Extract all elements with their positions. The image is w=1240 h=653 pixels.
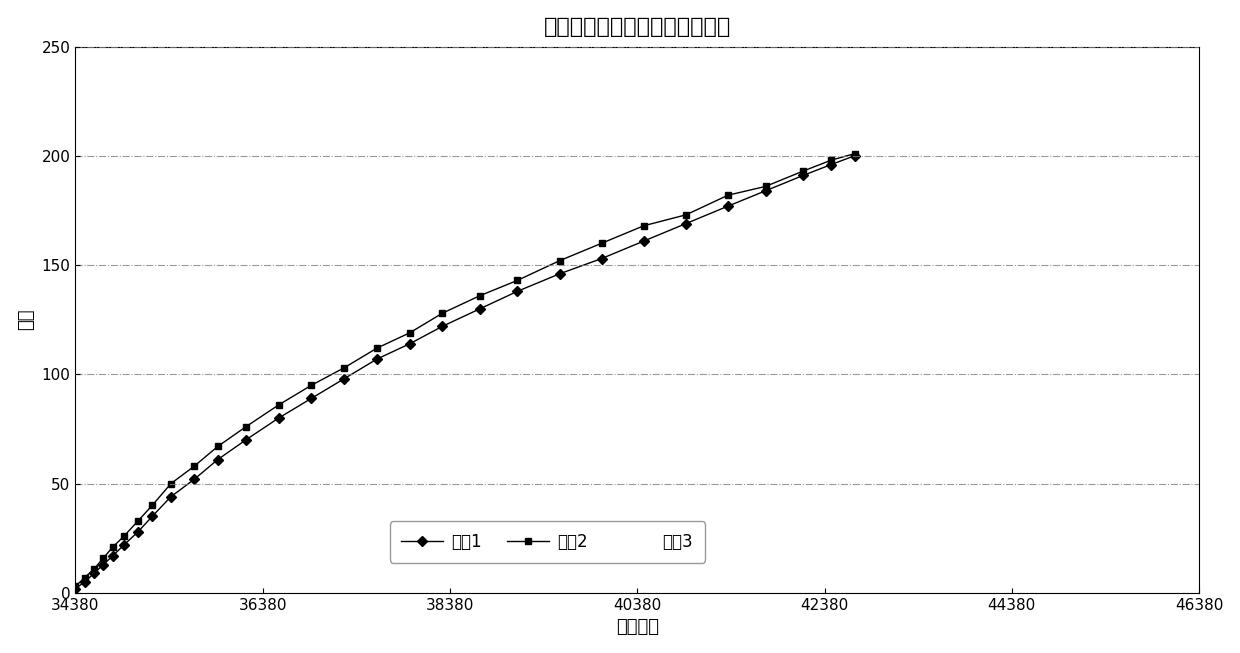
系列2 — [758, 182, 773, 190]
系列2 — [130, 517, 145, 525]
系列2 — [95, 554, 110, 562]
系列2 — [720, 191, 735, 199]
系列1 — [510, 287, 525, 295]
系列1 — [117, 541, 131, 549]
系列2 — [552, 257, 567, 264]
X-axis label: 压力计数: 压力计数 — [616, 618, 658, 636]
系列1 — [130, 528, 145, 535]
系列1 — [435, 323, 450, 330]
系列2 — [847, 150, 862, 157]
系列2 — [211, 443, 226, 451]
系列1 — [594, 255, 609, 263]
系列1 — [211, 456, 226, 464]
系列1 — [823, 161, 838, 168]
系列2 — [68, 582, 83, 590]
系列2 — [796, 167, 811, 175]
Y-axis label: 流量: 流量 — [16, 309, 35, 330]
系列1 — [720, 202, 735, 210]
系列1 — [304, 394, 319, 402]
系列2 — [435, 310, 450, 317]
系列2 — [370, 344, 384, 352]
系列1 — [847, 152, 862, 160]
系列1 — [472, 305, 487, 313]
Line: 系列2: 系列2 — [72, 150, 858, 590]
系列1 — [796, 172, 811, 180]
系列2 — [337, 364, 352, 372]
系列2 — [105, 543, 120, 551]
系列1 — [238, 436, 253, 444]
系列2 — [187, 462, 202, 470]
系列2 — [594, 240, 609, 247]
系列1 — [552, 270, 567, 278]
系列2 — [272, 401, 286, 409]
系列2 — [87, 565, 102, 573]
系列2 — [823, 156, 838, 164]
系列1 — [402, 340, 417, 347]
系列2 — [472, 292, 487, 300]
系列1 — [105, 552, 120, 560]
系列1 — [272, 414, 286, 422]
系列2 — [117, 532, 131, 540]
系列1 — [68, 584, 83, 592]
系列2 — [636, 222, 651, 230]
系列1 — [87, 569, 102, 577]
系列2 — [77, 574, 92, 582]
Line: 系列1: 系列1 — [72, 152, 858, 592]
系列1 — [370, 355, 384, 363]
系列2 — [304, 381, 319, 389]
系列1 — [758, 187, 773, 195]
系列1 — [164, 493, 179, 501]
系列2 — [164, 480, 179, 488]
系列2 — [145, 502, 160, 509]
系列2 — [510, 276, 525, 284]
系列1 — [187, 475, 202, 483]
系列1 — [337, 375, 352, 383]
系列1 — [77, 578, 92, 586]
系列1 — [95, 560, 110, 568]
系列1 — [145, 513, 160, 520]
系列1 — [636, 237, 651, 245]
系列2 — [678, 211, 693, 219]
系列1 — [678, 219, 693, 227]
系列2 — [238, 423, 253, 431]
系列2 — [402, 329, 417, 337]
Title: 第一、二、三次反行程数据拟合: 第一、二、三次反行程数据拟合 — [543, 17, 730, 37]
Legend: 系列1, 系列2, 系列3: 系列1, 系列2, 系列3 — [389, 521, 706, 563]
